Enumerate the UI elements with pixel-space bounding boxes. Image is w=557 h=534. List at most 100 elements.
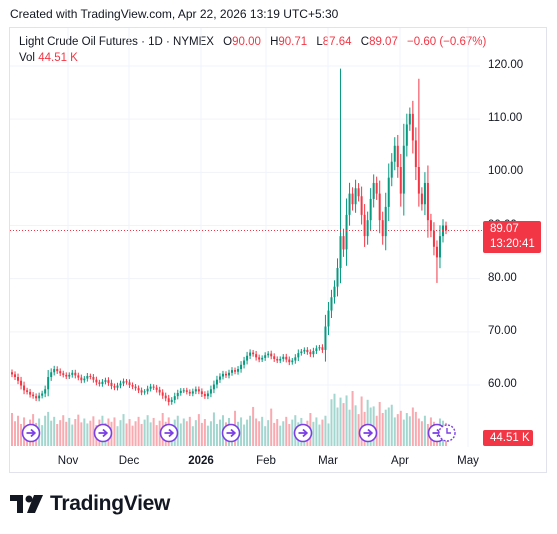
- volume-bar: [279, 425, 282, 446]
- volume-bar: [59, 420, 62, 446]
- low-label: L: [316, 36, 323, 48]
- candle-body: [128, 382, 131, 385]
- candle-body: [372, 182, 375, 199]
- event-marker-icon[interactable]: [21, 423, 41, 443]
- candle-body: [218, 376, 221, 380]
- candle-body: [80, 377, 83, 381]
- tradingview-logo[interactable]: TradingView: [10, 490, 170, 518]
- candle-body: [182, 390, 185, 392]
- volume-bar: [318, 424, 321, 446]
- volume-bar: [125, 423, 128, 446]
- volume-bar: [206, 425, 209, 446]
- volume-bar: [339, 397, 342, 446]
- candle-body: [101, 381, 104, 384]
- candle-body: [396, 145, 399, 168]
- time-tick-label: Feb: [256, 455, 276, 467]
- volume-bar: [56, 424, 59, 446]
- event-marker-icon[interactable]: [221, 423, 241, 443]
- event-marker-icon[interactable]: [159, 423, 179, 443]
- candle-body: [282, 356, 285, 359]
- candle-body: [255, 354, 258, 358]
- volume-bar: [131, 425, 134, 446]
- event-marker-icon[interactable]: [358, 423, 378, 443]
- candle-body: [321, 347, 324, 350]
- candle-body: [140, 390, 143, 393]
- candle-body: [173, 396, 176, 400]
- candle-body: [330, 297, 333, 311]
- candle-body: [276, 358, 279, 361]
- candle-body: [95, 379, 98, 383]
- candle-body: [384, 206, 387, 237]
- volume-bar: [351, 391, 354, 446]
- volume-bar: [11, 413, 13, 446]
- volume-bar: [188, 416, 191, 446]
- candle-body: [29, 391, 32, 395]
- volume-bar: [291, 419, 294, 446]
- volume-bar: [411, 407, 414, 446]
- volume-bar: [258, 421, 261, 446]
- candle-body: [59, 371, 62, 374]
- clock-icon[interactable]: [438, 424, 456, 442]
- candle-body: [224, 373, 227, 376]
- volume-bar: [209, 421, 212, 446]
- time-tick-label: Dec: [118, 455, 140, 467]
- candle-body: [342, 236, 345, 250]
- candle-body: [41, 393, 44, 396]
- volume-bar: [378, 402, 381, 446]
- volume-bar: [50, 420, 53, 446]
- volume-bar: [321, 419, 324, 446]
- candle-body: [89, 375, 92, 378]
- volume-bar: [381, 413, 384, 446]
- volume-bar: [249, 415, 252, 446]
- candle-body: [399, 167, 402, 194]
- candle-body: [234, 370, 237, 372]
- candle-body: [264, 355, 267, 358]
- event-marker-icon[interactable]: [93, 423, 113, 443]
- candle-body: [17, 377, 20, 381]
- candle-body: [423, 182, 426, 205]
- volume-bar: [155, 425, 158, 446]
- candle-body: [44, 389, 47, 394]
- candle-body: [445, 225, 447, 231]
- volume-label: Vol: [19, 52, 35, 64]
- candle-body: [209, 389, 212, 394]
- candle-body: [92, 377, 95, 380]
- candle-body: [243, 360, 246, 365]
- close-label: C: [360, 36, 370, 48]
- volume-bar: [345, 395, 348, 446]
- chart-panel[interactable]: [9, 27, 547, 473]
- time-tick-label: 2026: [188, 455, 214, 467]
- volume-bar: [197, 414, 200, 446]
- candle-body: [402, 145, 405, 194]
- volume-bar: [128, 419, 131, 446]
- volume-bar: [212, 412, 215, 446]
- candle-body: [176, 392, 179, 397]
- candle-body: [26, 390, 29, 392]
- candle-body: [200, 391, 203, 395]
- volume-bar: [74, 419, 77, 446]
- volume-bar: [116, 426, 119, 446]
- change-value: −0.60 (−0.67%): [407, 36, 487, 48]
- volume-bar: [390, 404, 393, 446]
- volume-bar: [113, 417, 116, 446]
- candle-body: [351, 193, 354, 205]
- volume-bar: [426, 424, 429, 446]
- volume-bar: [354, 405, 357, 446]
- volume-bar: [182, 418, 185, 446]
- candle-body: [426, 182, 429, 221]
- volume-bar: [243, 424, 246, 446]
- candle-body: [212, 384, 215, 390]
- volume-bar: [14, 421, 17, 446]
- volume-bar: [261, 416, 264, 446]
- last-price-label: 89.07 13:20:41: [483, 221, 541, 253]
- event-marker-icon[interactable]: [293, 423, 313, 443]
- candle-body: [98, 382, 101, 384]
- volume-bar: [62, 415, 65, 446]
- volume-bar: [402, 419, 405, 446]
- candle-body: [438, 236, 441, 258]
- candle-body: [279, 358, 282, 361]
- candle-body: [188, 391, 191, 394]
- candle-body: [300, 351, 303, 354]
- volume-bar: [146, 415, 149, 446]
